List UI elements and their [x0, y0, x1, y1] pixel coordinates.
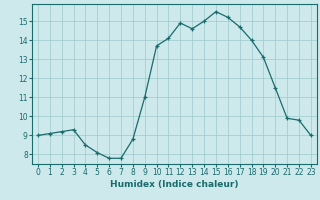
X-axis label: Humidex (Indice chaleur): Humidex (Indice chaleur): [110, 180, 239, 189]
